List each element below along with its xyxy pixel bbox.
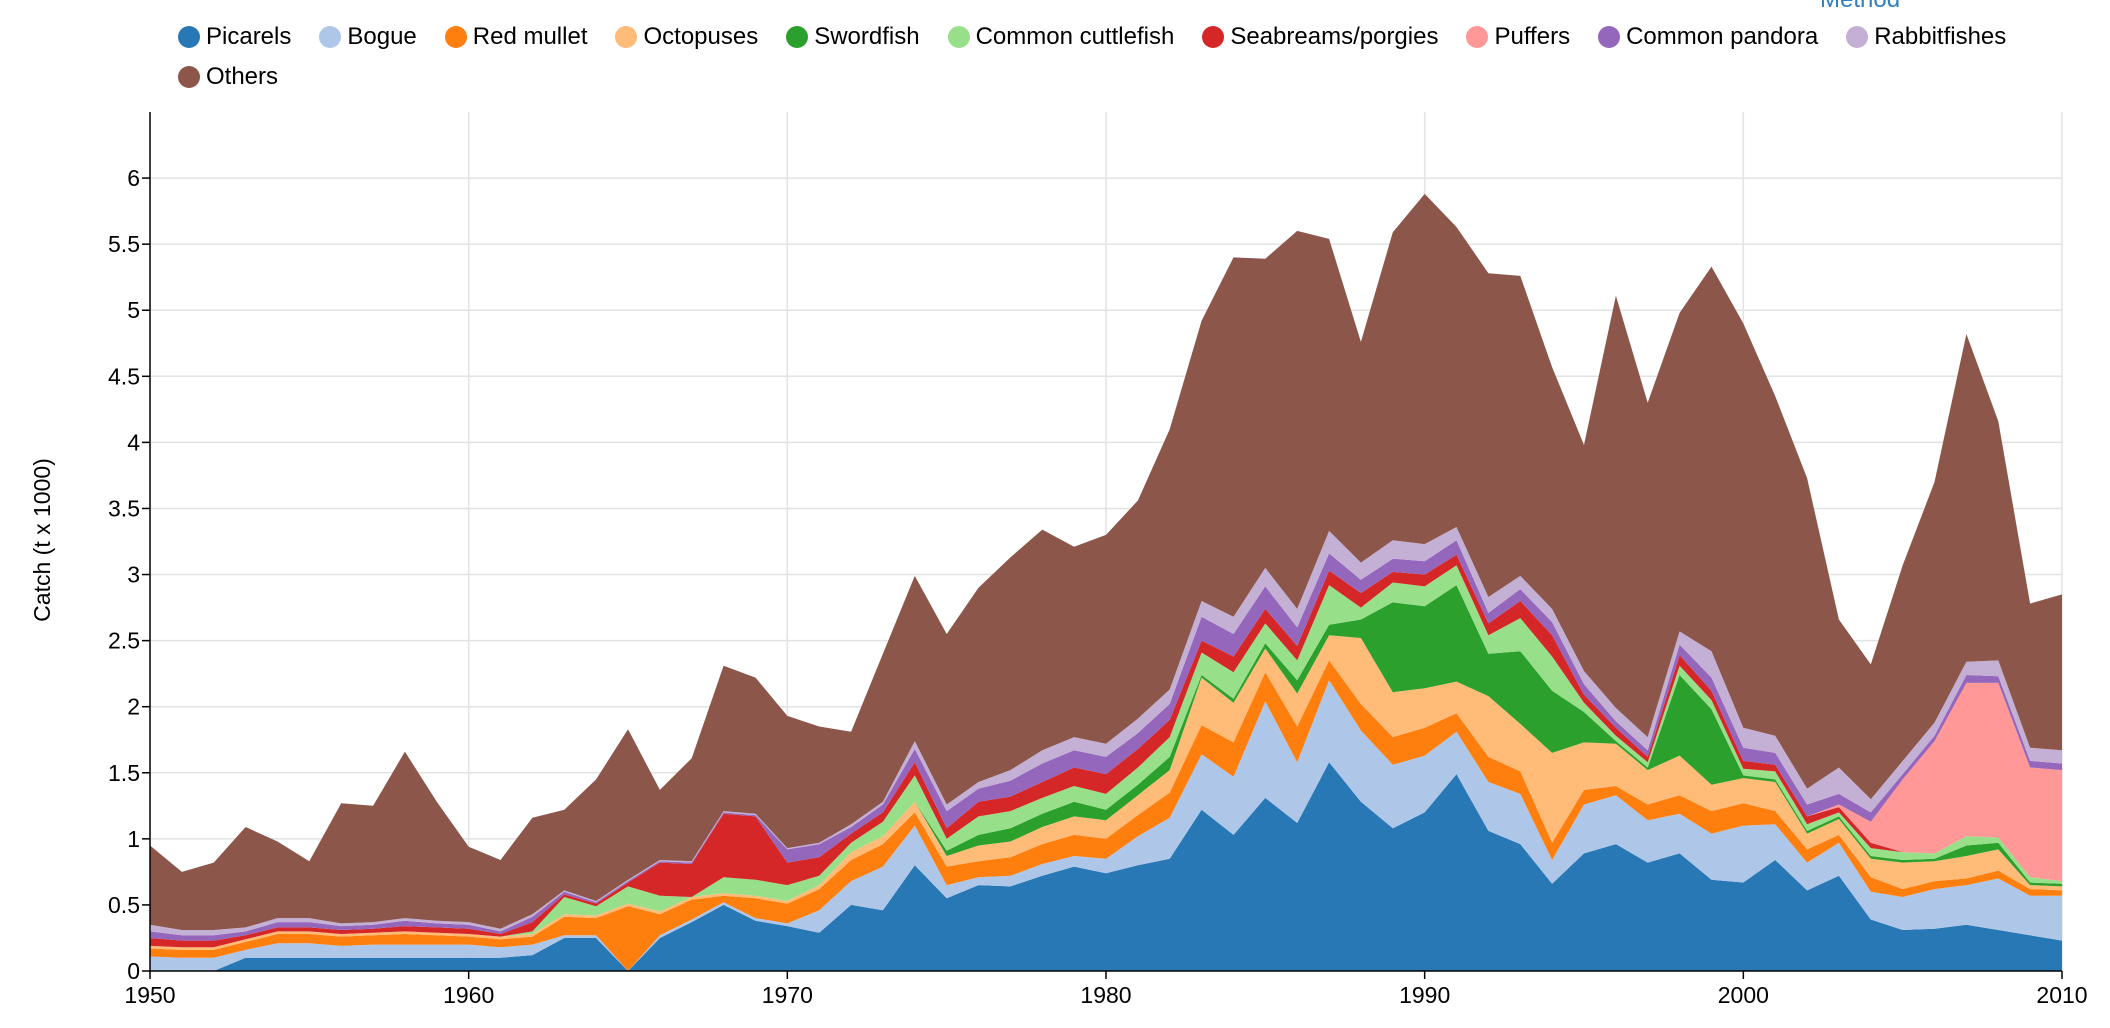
legend-item[interactable]: Puffers bbox=[1466, 23, 1571, 50]
y-tick-label: 6 bbox=[127, 165, 140, 191]
x-tick-label: 1990 bbox=[1399, 982, 1450, 1008]
y-tick-label: 1 bbox=[127, 826, 140, 852]
legend-item[interactable]: Common cuttlefish bbox=[947, 23, 1175, 50]
legend-swatch bbox=[947, 26, 970, 48]
legend-label: Common pandora bbox=[1626, 23, 1819, 50]
y-tick-label: 2 bbox=[127, 694, 140, 720]
legend-swatch bbox=[1598, 26, 1621, 48]
legend-item[interactable]: Octopuses bbox=[615, 23, 759, 50]
legend-item[interactable]: Common pandora bbox=[1598, 23, 1819, 50]
x-tick-label: 1980 bbox=[1080, 982, 1131, 1008]
legend-label: Others bbox=[206, 63, 279, 90]
legend-label: Red mullet bbox=[472, 23, 588, 50]
legend-label: Bogue bbox=[347, 23, 417, 50]
legend-item[interactable]: Picarels bbox=[178, 23, 292, 50]
x-tick-label: 2010 bbox=[2036, 982, 2087, 1008]
area-octopuses bbox=[150, 635, 2062, 950]
y-tick-label: 1.5 bbox=[108, 760, 140, 786]
area-picarels bbox=[150, 762, 2062, 971]
y-axis-title: Catch (t x 1000) bbox=[29, 458, 55, 622]
chart-legend: Picarels Bogue Red mullet Octopuses Swordfis… bbox=[178, 23, 2068, 90]
area-red-mullet bbox=[150, 660, 2062, 971]
y-tick-label: 2.5 bbox=[108, 628, 140, 654]
legend-label: Seabreams/porgies bbox=[1230, 23, 1439, 50]
y-tick-label: 0.5 bbox=[108, 892, 140, 918]
area-others bbox=[150, 193, 2062, 930]
legend-item[interactable]: Rabbitfishes bbox=[1846, 23, 2007, 50]
legend-swatch bbox=[178, 26, 200, 48]
axes: 0 0.5 1 1.5 2 2.5 3 3.5 4 4.5 5 5.5 6 1950 1960 1970 198… bbox=[108, 112, 2088, 1008]
legend-swatch bbox=[319, 26, 342, 48]
legend-item[interactable]: Bogue bbox=[319, 23, 417, 50]
y-tick-label: 4.5 bbox=[108, 363, 140, 389]
y-tick-label: 0 bbox=[127, 958, 140, 984]
partial-method-link[interactable]: Method bbox=[1820, 0, 1900, 14]
legend-label: Puffers bbox=[1494, 23, 1571, 50]
area-series bbox=[150, 193, 2062, 971]
legend-item[interactable]: Seabreams/porgies bbox=[1202, 23, 1439, 50]
y-tick-label: 4 bbox=[127, 429, 140, 455]
x-tick-label: 2000 bbox=[1718, 982, 1769, 1008]
legend-item[interactable]: Swordfish bbox=[786, 23, 920, 50]
legend-label: Rabbitfishes bbox=[1874, 23, 2007, 50]
x-tick-label: 1950 bbox=[124, 982, 175, 1008]
legend-item[interactable]: Red mullet bbox=[444, 23, 588, 50]
x-tick-label: 1960 bbox=[443, 982, 494, 1008]
legend-swatch bbox=[178, 66, 200, 88]
legend-swatch bbox=[1466, 26, 1489, 48]
y-tick-label: 3 bbox=[127, 562, 140, 588]
y-tick-label: 3.5 bbox=[108, 495, 140, 521]
y-tick-label: 5 bbox=[127, 297, 140, 323]
legend-swatch bbox=[786, 26, 809, 48]
area-bogue bbox=[150, 680, 2062, 971]
legend-swatch bbox=[615, 26, 638, 48]
x-tick-label: 1970 bbox=[762, 982, 813, 1008]
legend-swatch bbox=[1202, 26, 1225, 48]
legend-swatch bbox=[1846, 26, 1869, 48]
legend-swatch bbox=[444, 26, 467, 48]
legend-label: Octopuses bbox=[643, 23, 759, 50]
legend-label: Picarels bbox=[206, 23, 292, 50]
legend-item[interactable]: Others bbox=[178, 63, 279, 90]
legend-label: Swordfish bbox=[814, 23, 920, 50]
y-tick-label: 5.5 bbox=[108, 231, 140, 257]
legend-label: Common cuttlefish bbox=[975, 23, 1175, 50]
